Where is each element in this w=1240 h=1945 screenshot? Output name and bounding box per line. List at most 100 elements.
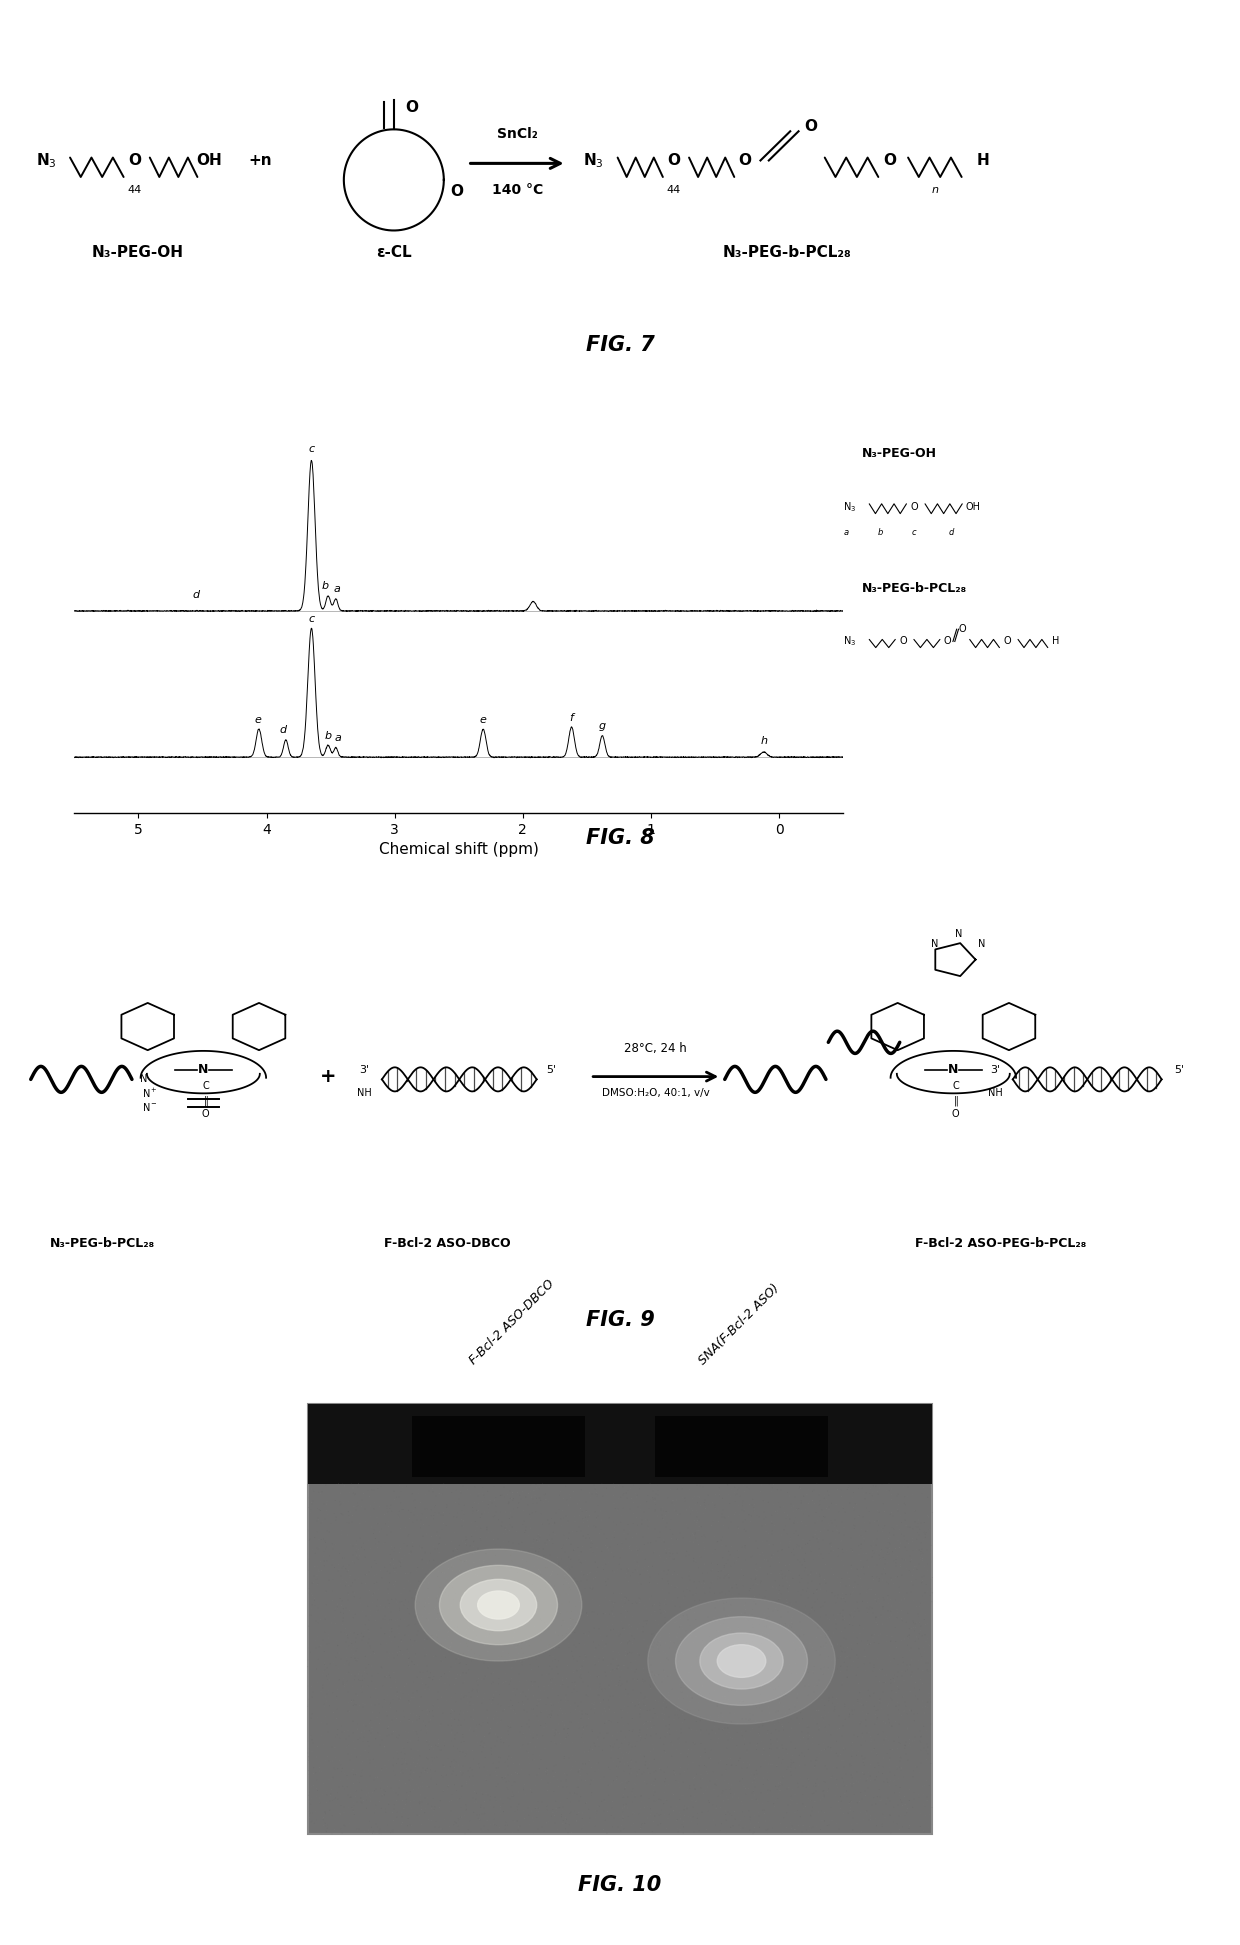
Point <box>515 1803 534 1834</box>
Point <box>655 1698 675 1729</box>
Point <box>580 1661 600 1692</box>
Point <box>884 1513 904 1544</box>
Point <box>812 1657 832 1688</box>
Point <box>880 1770 900 1801</box>
Point <box>383 1743 403 1774</box>
Point <box>892 1507 911 1538</box>
Point <box>407 1675 427 1706</box>
Point <box>712 1809 732 1840</box>
Point <box>334 1809 353 1840</box>
Point <box>613 1782 632 1813</box>
Point <box>753 1511 773 1542</box>
Point <box>347 1634 367 1665</box>
Point <box>897 1649 916 1680</box>
Point <box>611 1554 631 1585</box>
Point <box>560 1797 580 1828</box>
Point <box>610 1618 630 1649</box>
Point <box>769 1706 789 1737</box>
Point <box>446 1807 466 1838</box>
Point <box>513 1496 533 1527</box>
Point <box>590 1503 610 1535</box>
Point <box>799 1784 818 1815</box>
Point <box>381 1550 401 1581</box>
Point <box>723 1626 743 1657</box>
Point <box>635 1544 655 1575</box>
Point <box>398 1717 418 1749</box>
Point <box>378 1787 398 1819</box>
Point <box>739 1589 759 1620</box>
Point <box>743 1612 763 1644</box>
Point <box>321 1731 341 1762</box>
Point <box>593 1484 613 1515</box>
Point <box>506 1698 526 1729</box>
Point <box>806 1684 826 1715</box>
Point <box>577 1597 596 1628</box>
Point <box>423 1690 443 1721</box>
Point <box>298 1690 317 1721</box>
Point <box>687 1498 707 1529</box>
Point <box>763 1500 782 1531</box>
Point <box>854 1745 874 1776</box>
Point <box>299 1574 319 1605</box>
Point <box>336 1723 356 1754</box>
Point <box>456 1649 476 1680</box>
Point <box>590 1591 610 1622</box>
Point <box>402 1811 422 1842</box>
Point <box>655 1778 675 1809</box>
Point <box>474 1647 494 1679</box>
Point <box>920 1579 940 1610</box>
Point <box>346 1636 366 1667</box>
Point <box>887 1550 906 1581</box>
Point <box>796 1801 816 1832</box>
Point <box>420 1704 440 1735</box>
Point <box>718 1677 738 1708</box>
Point <box>461 1519 481 1550</box>
Point <box>470 1523 490 1554</box>
Point <box>439 1754 459 1786</box>
Point <box>883 1544 903 1575</box>
Point <box>813 1502 833 1533</box>
Point <box>647 1500 667 1531</box>
Point <box>773 1680 792 1712</box>
Point <box>910 1756 930 1787</box>
Point <box>301 1805 321 1836</box>
Point <box>609 1694 629 1725</box>
Point <box>666 1622 686 1653</box>
Point <box>773 1745 792 1776</box>
Point <box>663 1795 683 1826</box>
Point <box>528 1786 548 1817</box>
Point <box>470 1597 490 1628</box>
Point <box>904 1698 924 1729</box>
Point <box>872 1535 892 1566</box>
Point <box>334 1669 353 1700</box>
Point <box>387 1786 407 1817</box>
Point <box>711 1630 730 1661</box>
Point <box>398 1521 418 1552</box>
Point <box>675 1696 694 1727</box>
Point <box>610 1665 630 1696</box>
Point <box>675 1671 694 1702</box>
Point <box>725 1620 745 1651</box>
Point <box>398 1725 418 1756</box>
Point <box>859 1628 879 1659</box>
Point <box>496 1642 516 1673</box>
Point <box>456 1739 476 1770</box>
Point <box>693 1655 713 1686</box>
Point <box>724 1628 744 1659</box>
Point <box>558 1663 578 1694</box>
Point <box>376 1686 396 1717</box>
Point <box>832 1786 852 1817</box>
Point <box>882 1663 901 1694</box>
Point <box>766 1714 786 1745</box>
Point <box>857 1795 877 1826</box>
Point <box>528 1572 548 1603</box>
Point <box>440 1616 460 1647</box>
Point <box>450 1784 470 1815</box>
Point <box>569 1540 589 1572</box>
Point <box>609 1752 629 1784</box>
Point <box>485 1700 505 1731</box>
Point <box>486 1529 506 1560</box>
Point <box>407 1749 427 1780</box>
Point <box>681 1618 701 1649</box>
Point <box>693 1558 713 1589</box>
